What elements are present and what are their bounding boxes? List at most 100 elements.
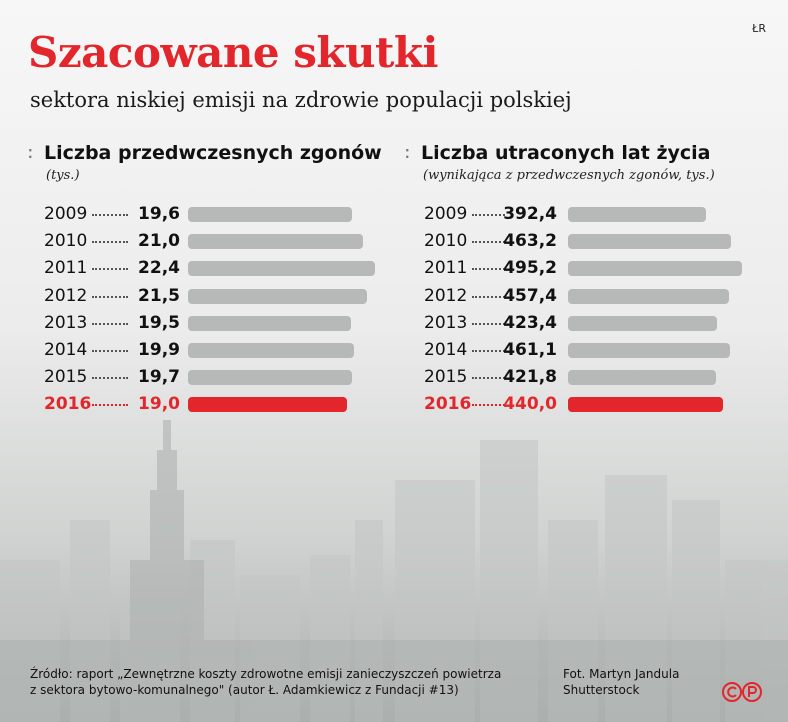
page-subtitle: sektora niskiej emisji na zdrowie popula… (30, 88, 572, 112)
chart-1-row: 2011 22,4 (44, 256, 375, 282)
dotted-leader (472, 268, 505, 271)
chart-1-title-block: ⁚ Liczba przedwczesnych zgonów (28, 141, 382, 165)
dotted-leader (472, 322, 505, 325)
bullet-dots-icon: ⁚ (28, 146, 33, 161)
dotted-leader (92, 377, 128, 380)
year-label: 2015 (44, 367, 88, 388)
value-label: 19,9 (138, 340, 180, 360)
bar (188, 234, 364, 250)
value-label: 421,8 (503, 367, 557, 388)
chart-2-row: 2013 423,4 (424, 311, 742, 337)
dotted-leader (92, 241, 128, 244)
value-label: 21,5 (138, 285, 180, 306)
bar (188, 370, 353, 386)
bar (568, 370, 717, 386)
chart-1-row: 2014 19,9 (44, 338, 375, 364)
year-label: 2013 (44, 312, 88, 333)
chart-1-subtitle: (tys.) (46, 168, 80, 183)
source-note: Źródło: raport „Zewnętrzne koszty zdrowo… (30, 666, 501, 698)
year-label: 2010 (424, 231, 468, 252)
value-label: 423,4 (503, 312, 557, 333)
value-label: 392,4 (503, 204, 557, 224)
dotted-leader (92, 322, 128, 325)
year-label: 2012 (424, 285, 468, 306)
photo-credit-line-1: Fot. Martyn Jandula (563, 667, 680, 681)
chart-2-row: 2015 421,8 (424, 365, 742, 391)
dotted-leader (472, 350, 505, 352)
source-line-1: Źródło: raport „Zewnętrzne koszty zdrowo… (30, 667, 502, 681)
chart-2-title-block: ⁚ Liczba utraconych lat życia (405, 141, 710, 165)
bar (568, 315, 717, 331)
chart-1-row: 2013 19,5 (44, 311, 375, 337)
bar (188, 343, 355, 358)
chart-2-title: Liczba utraconych lat życia (421, 142, 711, 164)
bar (568, 234, 731, 250)
chart-1-row: 2009 19,6 (44, 202, 375, 228)
year-label: 2016 (44, 394, 92, 415)
chart-2-row: 2016 440,0 (424, 392, 742, 418)
year-label: 2011 (44, 258, 88, 279)
value-label: 19,5 (138, 312, 180, 333)
year-label: 2009 (424, 204, 468, 224)
dotted-leader (472, 214, 505, 216)
value-label: 457,4 (503, 285, 557, 306)
copyright-logo-icon (722, 682, 762, 702)
bar (188, 315, 351, 331)
dotted-leader (472, 377, 505, 380)
highlight-bar (568, 397, 723, 413)
chart-2-row: 2009 392,4 (424, 202, 742, 228)
value-label: 22,4 (138, 258, 180, 279)
chart-2-row: 2012 457,4 (424, 284, 742, 310)
bar (568, 288, 729, 304)
dotted-leader (92, 404, 128, 407)
value-label: 19,0 (138, 394, 180, 415)
dotted-leader (92, 268, 128, 271)
value-label: 19,6 (138, 204, 180, 224)
dotted-leader (472, 241, 505, 244)
chart-1-row: 2010 21,0 (44, 229, 375, 255)
chart-1-row: 2012 21,5 (44, 284, 375, 310)
chart-2-subtitle: (wynikająca z przedwczesnych zgonów, tys… (423, 168, 715, 183)
year-label: 2015 (424, 367, 468, 388)
chart-2-row: 2011 495,2 (424, 256, 742, 282)
bar (188, 288, 368, 304)
year-label: 2014 (44, 340, 88, 360)
year-label: 2009 (44, 204, 88, 224)
photo-credit-line-2: Shutterstock (563, 683, 640, 697)
photo-credit: Fot. Martyn Jandula Shutterstock (563, 666, 679, 698)
value-label: 461,1 (503, 340, 557, 360)
chart-1-title: Liczba przedwczesnych zgonów (44, 142, 382, 164)
chart-2-row: 2014 461,1 (424, 338, 742, 364)
year-label: 2014 (424, 340, 468, 360)
year-label: 2010 (44, 231, 88, 252)
bar (568, 207, 706, 222)
year-label: 2016 (424, 394, 472, 415)
dotted-leader (472, 295, 505, 298)
page-title: Szacowane skutki (28, 28, 438, 77)
source-line-2: z sektora bytowo-komunalnego" (autor Ł. … (30, 683, 459, 697)
highlight-bar (188, 397, 347, 413)
year-label: 2011 (424, 258, 468, 279)
value-label: 495,2 (503, 258, 557, 279)
author-credit: ŁR (752, 22, 766, 35)
chart-2-row: 2010 463,2 (424, 229, 742, 255)
year-label: 2012 (44, 285, 88, 306)
value-label: 463,2 (503, 231, 557, 252)
dotted-leader (472, 404, 505, 407)
value-label: 440,0 (503, 394, 557, 415)
dotted-leader (92, 295, 128, 298)
chart-1-row: 2016 19,0 (44, 392, 375, 418)
dotted-leader (92, 214, 128, 216)
value-label: 21,0 (138, 231, 180, 252)
bar (568, 343, 731, 358)
bar (188, 261, 375, 277)
bar (568, 261, 742, 277)
chart-1-row: 2015 19,7 (44, 365, 375, 391)
bullet-dots-icon: ⁚ (405, 146, 410, 161)
dotted-leader (92, 350, 128, 352)
bar (188, 207, 352, 222)
year-label: 2013 (424, 312, 468, 333)
value-label: 19,7 (138, 367, 180, 388)
